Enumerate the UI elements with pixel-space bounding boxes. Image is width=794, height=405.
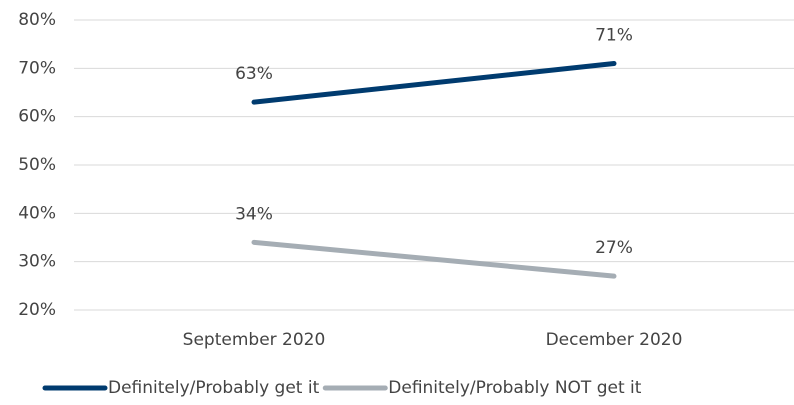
- series-line: [251, 61, 617, 105]
- data-label: 34%: [235, 204, 273, 224]
- y-tick-label: 80%: [18, 10, 56, 30]
- legend-label: Definitely/Probably NOT get it: [388, 378, 641, 398]
- y-tick-label: 40%: [18, 203, 56, 223]
- data-label: 27%: [595, 238, 633, 258]
- y-tick-label: 70%: [18, 58, 56, 78]
- x-tick-label: December 2020: [546, 330, 683, 350]
- data-label: 63%: [235, 64, 273, 84]
- y-tick-label: 30%: [18, 252, 56, 272]
- legend-label: Definitely/Probably get it: [108, 378, 320, 398]
- y-tick-label: 50%: [18, 155, 56, 175]
- y-tick-label: 20%: [18, 300, 56, 320]
- series-line: [251, 239, 617, 279]
- y-tick-label: 60%: [18, 107, 56, 127]
- data-label: 71%: [595, 26, 633, 46]
- x-tick-label: September 2020: [183, 330, 326, 350]
